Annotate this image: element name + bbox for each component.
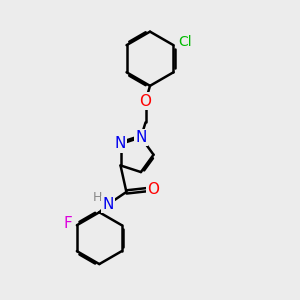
Text: N: N bbox=[135, 130, 147, 145]
Text: Cl: Cl bbox=[178, 35, 191, 49]
Text: N: N bbox=[115, 136, 126, 152]
Text: N: N bbox=[103, 197, 114, 212]
Text: F: F bbox=[63, 216, 72, 231]
Text: O: O bbox=[147, 182, 159, 197]
Text: H: H bbox=[93, 191, 103, 204]
Text: O: O bbox=[140, 94, 152, 109]
